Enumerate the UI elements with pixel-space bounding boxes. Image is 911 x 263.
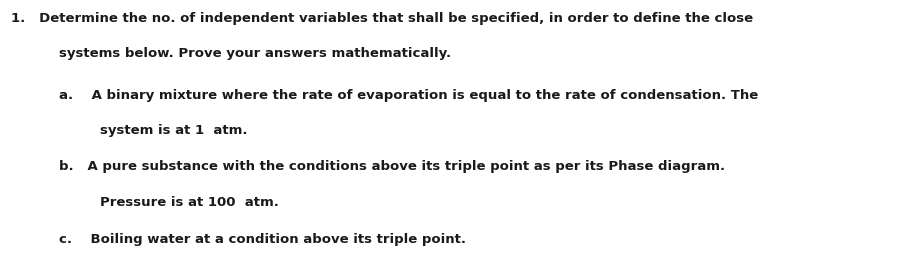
Text: 1.   Determine the no. of independent variables that shall be specified, in orde: 1. Determine the no. of independent vari… — [11, 12, 752, 25]
Text: b.   A pure substance with the conditions above its triple point as per its Phas: b. A pure substance with the conditions … — [59, 160, 724, 173]
Text: system is at 1  atm.: system is at 1 atm. — [100, 124, 248, 136]
Text: systems below. Prove your answers mathematically.: systems below. Prove your answers mathem… — [59, 47, 451, 60]
Text: Pressure is at 100  atm.: Pressure is at 100 atm. — [100, 196, 279, 209]
Text: c.    Boiling water at a condition above its triple point.: c. Boiling water at a condition above it… — [59, 233, 466, 246]
Text: a.    A binary mixture where the rate of evaporation is equal to the rate of con: a. A binary mixture where the rate of ev… — [59, 89, 758, 102]
